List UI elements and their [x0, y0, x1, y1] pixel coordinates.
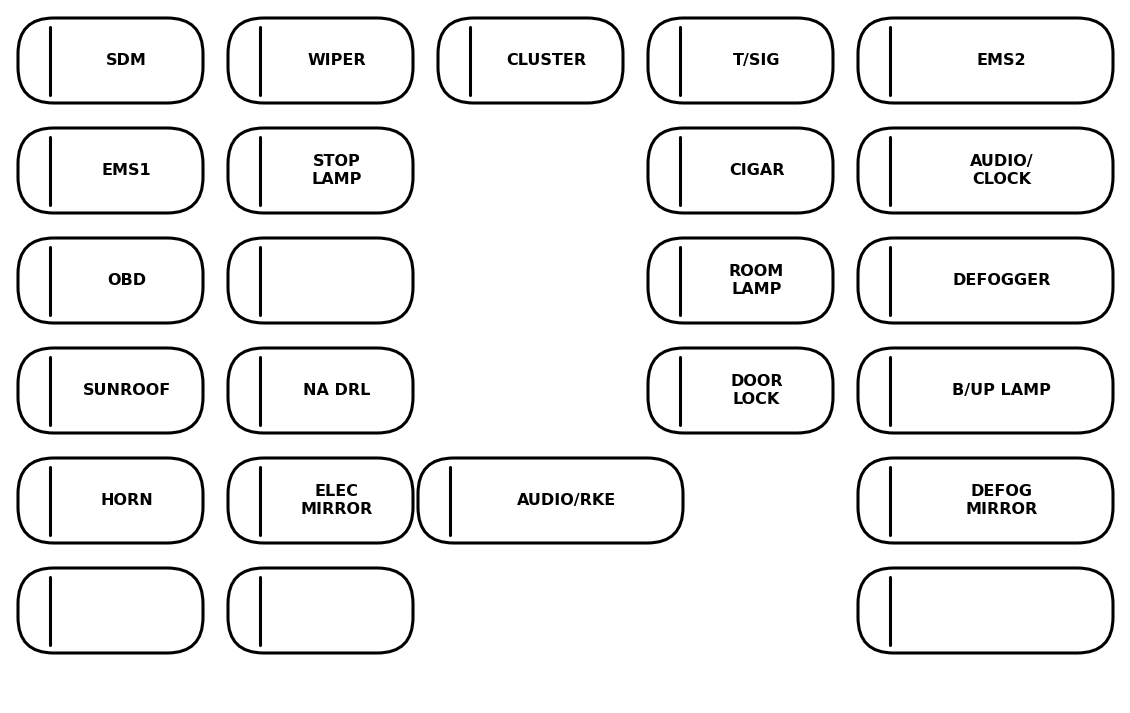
FancyBboxPatch shape	[18, 128, 203, 213]
Text: SUNROOF: SUNROOF	[82, 383, 171, 398]
Text: HORN: HORN	[101, 493, 153, 508]
Text: AUDIO/RKE: AUDIO/RKE	[516, 493, 616, 508]
Text: NA DRL: NA DRL	[303, 383, 371, 398]
Text: EMS1: EMS1	[102, 163, 151, 178]
Text: CLUSTER: CLUSTER	[506, 53, 586, 68]
FancyBboxPatch shape	[18, 238, 203, 323]
FancyBboxPatch shape	[228, 458, 412, 543]
Text: B/UP LAMP: B/UP LAMP	[953, 383, 1051, 398]
FancyBboxPatch shape	[858, 348, 1113, 433]
Text: ELEC
MIRROR: ELEC MIRROR	[301, 484, 373, 517]
FancyBboxPatch shape	[858, 238, 1113, 323]
Text: OBD: OBD	[107, 273, 146, 288]
Text: T/SIG: T/SIG	[732, 53, 780, 68]
FancyBboxPatch shape	[647, 18, 833, 103]
FancyBboxPatch shape	[18, 458, 203, 543]
Text: SDM: SDM	[106, 53, 147, 68]
Text: WIPER: WIPER	[307, 53, 366, 68]
FancyBboxPatch shape	[228, 238, 412, 323]
FancyBboxPatch shape	[228, 568, 412, 653]
FancyBboxPatch shape	[858, 568, 1113, 653]
FancyBboxPatch shape	[647, 128, 833, 213]
FancyBboxPatch shape	[228, 128, 412, 213]
FancyBboxPatch shape	[418, 458, 683, 543]
Text: CIGAR: CIGAR	[729, 163, 784, 178]
Text: DEFOGGER: DEFOGGER	[953, 273, 1051, 288]
Text: STOP
LAMP: STOP LAMP	[311, 154, 362, 187]
FancyBboxPatch shape	[18, 348, 203, 433]
FancyBboxPatch shape	[228, 348, 412, 433]
FancyBboxPatch shape	[18, 18, 203, 103]
FancyBboxPatch shape	[647, 348, 833, 433]
FancyBboxPatch shape	[438, 18, 623, 103]
FancyBboxPatch shape	[647, 238, 833, 323]
Text: DEFOG
MIRROR: DEFOG MIRROR	[965, 484, 1037, 517]
FancyBboxPatch shape	[858, 128, 1113, 213]
Text: EMS2: EMS2	[976, 53, 1026, 68]
Text: ROOM
LAMP: ROOM LAMP	[729, 264, 784, 297]
FancyBboxPatch shape	[228, 18, 412, 103]
FancyBboxPatch shape	[858, 18, 1113, 103]
Text: DOOR
LOCK: DOOR LOCK	[730, 374, 783, 407]
FancyBboxPatch shape	[858, 458, 1113, 543]
Text: AUDIO/
CLOCK: AUDIO/ CLOCK	[970, 154, 1033, 187]
FancyBboxPatch shape	[18, 568, 203, 653]
